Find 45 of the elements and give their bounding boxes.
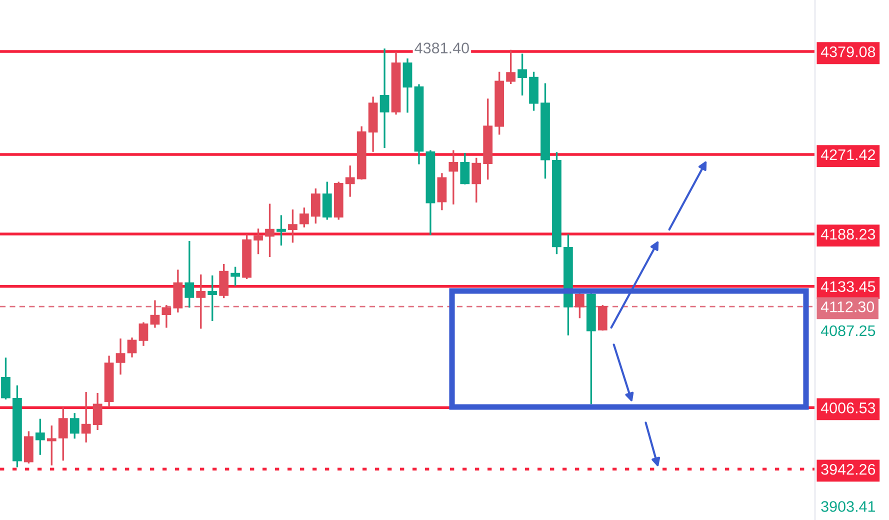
y-tick-label: 4112.30: [820, 301, 874, 312]
candlestick: [472, 158, 482, 203]
y-tick-label: 4188.23: [820, 228, 876, 240]
candlestick: [380, 48, 390, 148]
candlestick: [506, 50, 516, 84]
candlestick: [310, 188, 320, 224]
candlestick: [300, 208, 309, 228]
candlestick: [58, 407, 68, 461]
candlestick: [196, 274, 206, 329]
y-tick-label: 4006.53: [820, 402, 876, 414]
candlestick: [265, 204, 274, 258]
candlestick: [150, 300, 160, 328]
candlestick: [81, 392, 91, 442]
candlestick: [219, 264, 229, 298]
y-tick-label: 4271.42: [820, 149, 876, 160]
candlestick: [448, 150, 458, 204]
candlestick: [1, 358, 10, 400]
candlestick: [138, 322, 148, 346]
candlestick: [288, 209, 298, 243]
y-tick-label: 4133.45: [820, 281, 876, 292]
candlestick: [402, 58, 412, 113]
candlestick: [162, 305, 172, 328]
annotation: 4381.40: [414, 42, 469, 54]
candlestick: [345, 165, 355, 197]
candlestick: [460, 153, 470, 184]
candlestick: [92, 392, 102, 430]
candlestick: [437, 173, 447, 210]
y-tick-label: 3942.26: [821, 464, 876, 475]
candlestick: [230, 266, 240, 286]
candlestick: [127, 338, 137, 358]
candlestick: [70, 413, 80, 439]
candlestick: [574, 294, 584, 318]
candlestick: [184, 241, 194, 308]
y-tick-label: 4379.08: [820, 46, 876, 58]
candlestick: [35, 418, 45, 455]
candlestick: [322, 182, 332, 220]
candlestick: [208, 275, 218, 322]
candlestick: [46, 425, 56, 466]
candlestick: [276, 215, 286, 246]
candlestick: [254, 228, 263, 254]
candlestick: [598, 305, 608, 331]
y-tick-label: 3903.41: [821, 501, 876, 512]
candlestick: [116, 338, 126, 375]
y-tick-label: 4087.25: [820, 325, 876, 336]
candlestick: [518, 54, 527, 96]
